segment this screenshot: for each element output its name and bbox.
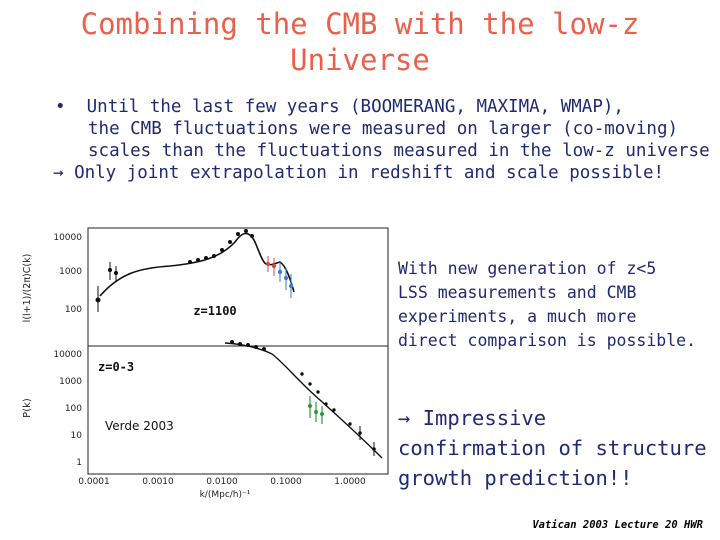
xtick: 0.0010 (142, 477, 174, 487)
bottom-ytick: 1000 (59, 377, 82, 387)
cmb-data-points (95, 229, 254, 312)
bottom-ytick: 10000 (53, 350, 82, 360)
top-ylabel: l(l+1)/(2π)C(k) (22, 254, 33, 323)
comparison-line-4: direct comparison is possible. (398, 331, 697, 350)
comparison-text: With new generation of z<5 LSS measureme… (398, 257, 696, 353)
pk-model-curve (224, 342, 383, 459)
bullet-line-3: scales than the fluctuations measured in… (88, 141, 710, 161)
bullet-line-1: • Until the last few years (BOOMERANG, M… (55, 96, 695, 118)
figure-credit: Verde 2003 (105, 419, 174, 433)
comparison-line-3: experiments, a much more (398, 307, 637, 326)
impressive-text: → Impressive confirmation of structure g… (398, 403, 707, 493)
bullet-marker: • (55, 97, 66, 117)
xtick: 0.0001 (78, 477, 110, 487)
title-line-2: Universe (290, 43, 430, 77)
bullet-line-2: the CMB fluctuations were measured on la… (88, 119, 679, 139)
top-panel-frame (87, 227, 389, 347)
top-ytick: 100 (65, 305, 82, 315)
bottom-panel-label: z=0-3 (98, 360, 134, 374)
bullet-text-1: Until the last few years (BOOMERANG, MAX… (86, 97, 624, 117)
xtick: 1.0000 (334, 477, 366, 487)
comparison-line-2: LSS measurements and CMB (398, 283, 637, 302)
bottom-ytick: 10 (71, 431, 83, 441)
bottom-ytick: 1 (76, 458, 82, 468)
xlabel: k/(Mpc/h)⁻¹ (200, 490, 251, 500)
slide-title: Combining the CMB with the low-z Univers… (0, 6, 720, 78)
bullet-block: • Until the last few years (BOOMERANG, M… (53, 96, 710, 184)
cmb-highl-points (265, 256, 277, 276)
top-ytick: 1000 (59, 267, 82, 277)
bottom-panel-frame (87, 345, 389, 475)
impressive-line-1: → Impressive (398, 406, 547, 430)
slide-footer: Vatican 2003 Lecture 20 HWR (532, 519, 703, 531)
comparison-line-1: With new generation of z<5 (398, 259, 657, 278)
impressive-line-3: growth prediction!! (398, 466, 633, 490)
cmb-model-curve (99, 232, 295, 297)
cmb-highl-points-blue (277, 262, 294, 298)
power-spectrum-figure: l(l+1)/(2π)C(k) 10000 1000 100 z=1100 P(… (22, 227, 389, 500)
bottom-ylabel: P(k) (22, 398, 33, 418)
top-panel-label: z=1100 (193, 304, 236, 318)
xtick: 0.1000 (270, 477, 302, 487)
arrow-line: → Only joint extrapolation in redshift a… (53, 163, 665, 183)
top-ytick: 10000 (53, 233, 82, 243)
bottom-ytick: 100 (65, 404, 82, 414)
title-line-1: Combining the CMB with the low-z (80, 7, 640, 41)
pk-data-points (230, 340, 376, 456)
impressive-line-2: confirmation of structure (398, 436, 707, 460)
xtick: 0.0100 (206, 477, 238, 487)
pk-lyman-alpha-points (308, 396, 324, 424)
